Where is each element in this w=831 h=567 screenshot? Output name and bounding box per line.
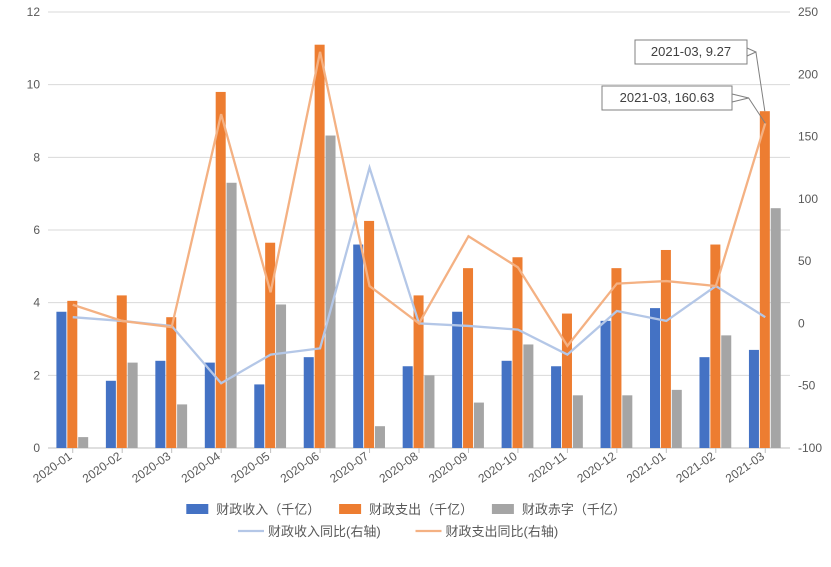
- x-tick: 2021-02: [673, 449, 717, 486]
- bar: [403, 366, 413, 448]
- bar: [375, 426, 385, 448]
- x-tick: 2021-01: [624, 449, 668, 486]
- y-left-tick: 8: [33, 150, 40, 164]
- x-tick: 2020-07: [327, 449, 371, 486]
- y-right-tick: -50: [798, 379, 816, 393]
- legend-label: 财政支出同比(右轴): [446, 524, 559, 539]
- bar: [699, 357, 709, 448]
- bar: [650, 308, 660, 448]
- x-tick: 2020-03: [129, 449, 173, 486]
- y-right-tick: 250: [798, 5, 818, 19]
- bar: [106, 381, 116, 448]
- bar: [276, 304, 286, 448]
- y-left-tick: 4: [33, 296, 40, 310]
- bar: [155, 361, 165, 448]
- y-left-tick: 12: [27, 5, 41, 19]
- x-tick: 2021-03: [723, 449, 767, 486]
- x-tick: 2020-02: [80, 449, 124, 486]
- y-right-tick: 0: [798, 316, 805, 330]
- bar: [512, 257, 522, 448]
- bar: [562, 314, 572, 448]
- callout-label: 2021-03, 160.63: [620, 90, 715, 105]
- callout-leader: [747, 48, 765, 111]
- legend-swatch: [339, 504, 361, 514]
- x-tick: 2020-08: [377, 449, 421, 486]
- bar: [117, 295, 127, 448]
- x-tick: 2020-05: [228, 449, 272, 486]
- bar: [364, 221, 374, 448]
- y-right-tick: 150: [798, 130, 818, 144]
- x-tick: 2020-12: [574, 449, 618, 486]
- bar: [216, 92, 226, 448]
- bar: [573, 395, 583, 448]
- bar: [424, 375, 434, 448]
- x-tick: 2020-11: [526, 449, 570, 485]
- bar: [315, 45, 325, 448]
- bar: [353, 245, 363, 448]
- y-right-tick: 50: [798, 254, 812, 268]
- bar: [227, 183, 237, 448]
- bar: [771, 208, 781, 448]
- bar: [601, 321, 611, 448]
- bar: [326, 136, 336, 448]
- bar: [177, 404, 187, 448]
- chart-svg: 024681012-100-500501001502002502020-0120…: [0, 0, 831, 567]
- bar: [463, 268, 473, 448]
- bar: [56, 312, 66, 448]
- bar: [760, 111, 770, 448]
- bar: [502, 361, 512, 448]
- bar: [304, 357, 314, 448]
- callout-label: 2021-03, 9.27: [651, 44, 731, 59]
- x-tick: 2020-10: [476, 449, 520, 486]
- legend-label: 财政收入（千亿）: [216, 502, 320, 517]
- fiscal-chart: 024681012-100-500501001502002502020-0120…: [0, 0, 831, 567]
- y-right-tick: 100: [798, 192, 818, 206]
- bar: [622, 395, 632, 448]
- legend-swatch: [186, 504, 208, 514]
- bar: [128, 363, 138, 448]
- bar: [78, 437, 88, 448]
- bar: [474, 403, 484, 448]
- y-left-tick: 0: [33, 441, 40, 455]
- bar: [67, 301, 77, 448]
- legend-label: 财政收入同比(右轴): [268, 524, 381, 539]
- y-left-tick: 6: [33, 223, 40, 237]
- bar: [166, 317, 176, 448]
- bar: [721, 335, 731, 448]
- bar: [672, 390, 682, 448]
- x-tick: 2020-09: [426, 449, 470, 486]
- y-right-tick: 200: [798, 67, 818, 81]
- y-right-tick: -100: [798, 441, 822, 455]
- legend-label: 财政赤字（千亿）: [522, 502, 626, 517]
- bar: [452, 312, 462, 448]
- bar: [523, 344, 533, 448]
- bar: [254, 384, 264, 448]
- bar: [611, 268, 621, 448]
- y-left-tick: 10: [27, 78, 41, 92]
- legend-swatch: [492, 504, 514, 514]
- bar: [749, 350, 759, 448]
- bar: [551, 366, 561, 448]
- x-tick: 2020-06: [278, 449, 322, 486]
- x-tick: 2020-04: [179, 449, 223, 486]
- legend-label: 财政支出（千亿）: [369, 502, 473, 517]
- bar: [661, 250, 671, 448]
- y-left-tick: 2: [33, 368, 40, 382]
